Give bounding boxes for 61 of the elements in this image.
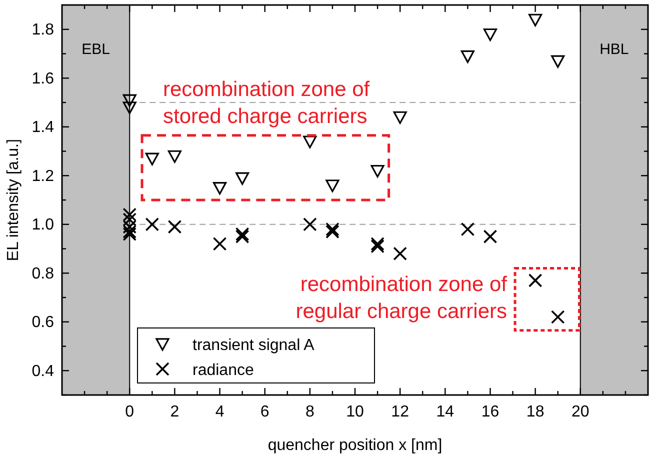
point bbox=[122, 220, 137, 234]
x-tick-label: 4 bbox=[215, 403, 224, 420]
point bbox=[528, 14, 542, 26]
y-tick-label: 1.6 bbox=[32, 70, 54, 88]
point bbox=[303, 217, 317, 232]
point bbox=[212, 236, 227, 251]
point bbox=[122, 208, 137, 222]
point bbox=[122, 102, 136, 114]
point bbox=[393, 111, 407, 124]
x-tick-label: 2 bbox=[170, 403, 180, 420]
x-tick-label: 8 bbox=[305, 403, 314, 420]
annotation: recombination zone of regular charge carriers bbox=[296, 273, 508, 323]
x-tick-label: 20 bbox=[571, 403, 590, 420]
point bbox=[236, 172, 250, 185]
point bbox=[370, 164, 384, 178]
point bbox=[370, 239, 384, 254]
point bbox=[145, 152, 159, 166]
point bbox=[326, 180, 340, 192]
band-label: HBL bbox=[600, 40, 629, 58]
point bbox=[550, 310, 565, 324]
x-tick-label: 14 bbox=[436, 403, 454, 420]
point bbox=[460, 222, 475, 236]
y-tick-label: 1.8 bbox=[32, 21, 54, 38]
point bbox=[326, 224, 340, 239]
point bbox=[483, 230, 498, 244]
point bbox=[168, 220, 182, 234]
point bbox=[122, 212, 137, 226]
point bbox=[483, 28, 498, 42]
y-axis-title: EL intensity [a.u.] bbox=[5, 138, 22, 262]
point bbox=[528, 274, 542, 288]
point bbox=[212, 182, 227, 195]
legend-label: transient signal A bbox=[192, 336, 315, 354]
legend-label: radiance bbox=[192, 362, 254, 379]
x-tick-label: 6 bbox=[260, 403, 270, 420]
point bbox=[122, 227, 137, 242]
band-label: EBL bbox=[82, 40, 110, 58]
point bbox=[122, 94, 136, 107]
y-tick-label: 1.0 bbox=[32, 216, 54, 234]
y-tick-label: 0.6 bbox=[32, 314, 54, 331]
point bbox=[235, 230, 250, 244]
point bbox=[303, 136, 317, 148]
x-tick-label: 10 bbox=[346, 403, 364, 420]
point bbox=[393, 246, 407, 261]
y-tick-label: 0.4 bbox=[32, 362, 54, 380]
point bbox=[145, 217, 160, 232]
y-tick-label: 0.8 bbox=[32, 265, 54, 282]
point bbox=[326, 222, 340, 236]
point bbox=[168, 150, 182, 163]
y-tick-label: 1.4 bbox=[32, 118, 54, 136]
y-tick-label: 1.2 bbox=[32, 168, 54, 185]
point bbox=[460, 50, 474, 63]
point bbox=[551, 55, 565, 68]
annotation: recombination zone of stored charge carriers bbox=[163, 78, 370, 128]
x-tick-label: 12 bbox=[391, 403, 410, 420]
x-axis-title: quencher position x [nm] bbox=[268, 437, 442, 454]
x-tick-label: 16 bbox=[481, 403, 500, 420]
point bbox=[370, 236, 384, 251]
x-tick-label: 18 bbox=[526, 403, 544, 420]
point bbox=[235, 227, 250, 242]
point bbox=[122, 224, 137, 239]
x-tick-label: 0 bbox=[125, 403, 134, 420]
